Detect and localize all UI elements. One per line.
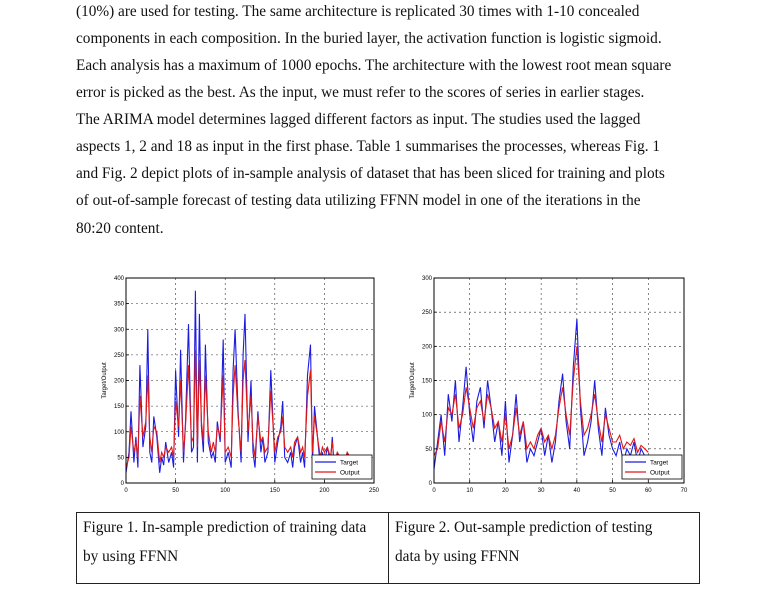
- chart2-y-tick-label: 300: [422, 276, 433, 282]
- chart2-x-tick-label: 70: [681, 488, 688, 494]
- chart2-y-tick-label: 100: [422, 413, 433, 419]
- chart2-y-tick-label: 250: [422, 310, 433, 316]
- chart1-legend-box: [311, 454, 373, 480]
- paragraph-line: error is picked as the best. As the inpu…: [76, 84, 645, 101]
- chart2-x-tick-label: 0: [432, 488, 436, 494]
- figure-2-plot: 0 10 20 30 40 50 60 70 0 50 100 150 200 250 300 Target/…: [410, 276, 688, 494]
- figure-2-caption-line: Figure 2. Out-sample prediction of testi…: [395, 519, 653, 536]
- chart2-series-output: [433, 346, 649, 456]
- chart1-y-tick-label: 50: [117, 455, 124, 461]
- figure-1-chart: 0 50 100 150 200 250 0 50 100 150 200 250 300 350 400 T…: [88, 268, 388, 498]
- chart1-x-tick-label: 100: [220, 488, 231, 494]
- paragraph-line: 80:20 content.: [76, 220, 164, 237]
- figure-1-plot: 0 50 100 150 200 250 0 50 100 150 200 250 300 350 400 T…: [102, 276, 380, 494]
- caption-cell-figure-1: Figure 1. In-sample prediction of traini…: [77, 513, 389, 583]
- figure-1-caption-line: by using FFNN: [83, 548, 179, 565]
- chart1-y-tick-label: 250: [114, 353, 125, 359]
- chart2-y-tick-label: 150: [422, 379, 433, 385]
- chart2-legend-label: Output: [650, 470, 670, 477]
- chart1-legend-label: Target: [340, 460, 358, 467]
- chart1-x-tick-label: 150: [270, 488, 281, 494]
- chart1-x-tick-label: 50: [172, 488, 179, 494]
- paragraph-line: of out-of-sample forecast of testing dat…: [76, 192, 641, 209]
- chart2-x-tick-label: 50: [609, 488, 616, 494]
- chart2-x-tick-label: 20: [502, 488, 509, 494]
- chart1-x-tick-label: 250: [369, 488, 380, 494]
- chart1-y-tick-label: 100: [114, 430, 125, 436]
- chart2-x-tick-label: 40: [574, 488, 581, 494]
- paragraph-line: aspects 1, 2 and 18 as input in the firs…: [76, 138, 661, 155]
- figure-1-caption-line: Figure 1. In-sample prediction of traini…: [83, 519, 367, 536]
- chart1-x-tick-label: 0: [124, 488, 128, 494]
- chart2-y-tick-label: 200: [422, 344, 433, 350]
- chart1-legend-label: Output: [340, 470, 360, 477]
- chart1-y-tick-label: 300: [114, 327, 125, 333]
- chart1-y-tick-label: 350: [114, 302, 125, 308]
- paragraph-line: components in each composition. In the b…: [76, 30, 662, 47]
- chart2-legend-box: [621, 454, 683, 480]
- caption-cell-figure-2: Figure 2. Out-sample prediction of testi…: [389, 513, 699, 583]
- chart2-x-tick-label: 30: [538, 488, 545, 494]
- chart1-x-tick-label: 200: [319, 488, 330, 494]
- chart2-y-tick-label: 0: [429, 481, 433, 487]
- caption-table: Figure 1. In-sample prediction of traini…: [76, 512, 700, 584]
- figure-2-chart: 0 10 20 30 40 50 60 70 0 50 100 150 200 250 300 Target/…: [404, 268, 698, 498]
- chart2-y-tick-label: 50: [425, 447, 432, 453]
- figure-2-caption-line: data by using FFNN: [395, 548, 520, 565]
- paragraph-line: (10%) are used for testing. The same arc…: [76, 3, 640, 20]
- chart2-y-axis-label: Target/Output: [410, 362, 416, 399]
- chart1-y-tick-label: 150: [114, 404, 125, 410]
- chart2-x-tick-label: 60: [645, 488, 652, 494]
- chart1-series-output: [125, 349, 355, 468]
- chart1-y-tick-label: 0: [121, 481, 125, 487]
- chart2-legend-label: Target: [650, 460, 668, 467]
- paragraph-line: and Fig. 2 depict plots of in-sample ana…: [76, 165, 665, 182]
- chart2-x-tick-label: 10: [466, 488, 473, 494]
- chart1-y-axis-label: Target/Output: [102, 362, 108, 399]
- chart1-y-tick-label: 400: [114, 276, 125, 282]
- paragraph-line: The ARIMA model determines lagged differ…: [76, 111, 641, 128]
- chart1-y-tick-label: 200: [114, 379, 125, 385]
- paragraph-line: Each analysis has a maximum of 1000 epoc…: [76, 57, 672, 74]
